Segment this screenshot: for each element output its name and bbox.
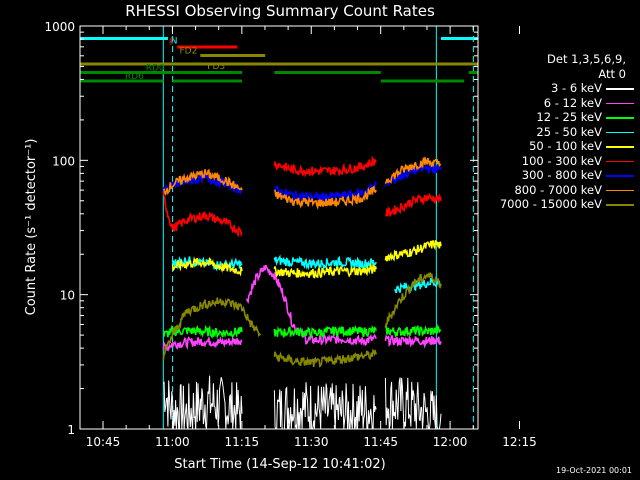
legend-swatch xyxy=(606,146,634,148)
legend-entry-2: 12 - 25 keV xyxy=(478,110,636,125)
legend-entry-6: 300 - 800 keV xyxy=(478,168,636,183)
flag-label-rd0: RD0 xyxy=(146,64,165,74)
generation-date: 19-Oct-2021 00:01 xyxy=(556,466,632,475)
y-axis-label: Count Rate (s⁻¹ detector⁻¹) xyxy=(24,139,39,316)
legend-label: 6 - 12 keV xyxy=(543,95,602,110)
series-line-5-1 xyxy=(273,155,377,178)
series-8 xyxy=(162,272,442,368)
legend-label: 12 - 25 keV xyxy=(536,110,602,124)
legend-label: 7000 - 15000 keV xyxy=(499,197,602,211)
legend: Det 1,3,5,6,9, Att 0 3 - 6 keV 6 - 12 keV… xyxy=(478,52,636,212)
flag-label-fd3: FD3 xyxy=(207,62,225,72)
legend-label: 100 - 300 keV xyxy=(521,153,602,168)
chart-title: RHESSI Observing Summary Count Rates xyxy=(125,2,435,20)
x-axis-label: Start Time (14-Sep-12 10:41:02) xyxy=(174,457,385,472)
series-line-2-1 xyxy=(273,324,377,340)
legend-entry-3: 25 - 50 keV xyxy=(478,125,636,140)
series-5 xyxy=(162,155,442,238)
legend-entry-0: 3 - 6 keV xyxy=(478,81,636,96)
series-line-2-2 xyxy=(385,323,442,339)
x-tick-label-3: 11:30 xyxy=(294,435,329,449)
axis-ticks: 10:45 11:00 11:15 11:30 11:45 12:00 12:15 1 10 10… xyxy=(44,20,536,449)
flag-label-n: N xyxy=(171,37,178,47)
series-line-7-2 xyxy=(384,156,442,185)
legend-header-detectors: Det 1,3,5,6,9, xyxy=(547,52,626,66)
flag-label-f: F xyxy=(169,38,174,48)
legend-swatch xyxy=(606,204,634,206)
x-tick-label-1: 11:00 xyxy=(155,435,190,449)
legend-swatch xyxy=(606,88,634,90)
series-4 xyxy=(171,240,442,279)
legend-swatch xyxy=(606,175,634,177)
legend-label: 3 - 6 keV xyxy=(551,81,602,95)
x-tick-label-2: 11:15 xyxy=(225,435,260,449)
legend-header-attenuator: Att 0 xyxy=(598,66,626,81)
series-line-5-2 xyxy=(385,192,442,218)
legend-entry-5: 100 - 300 keV xyxy=(478,154,636,169)
series-line-4-1 xyxy=(273,262,377,279)
series-line-8-1 xyxy=(273,348,377,368)
y-tick-label-0: 1 xyxy=(67,423,75,437)
series-line-8-0 xyxy=(162,297,262,361)
series-line-8-2 xyxy=(384,272,442,328)
legend-swatch xyxy=(606,102,634,104)
legend-entry-1: 6 - 12 keV xyxy=(478,96,636,111)
series-line-1-0 xyxy=(162,335,243,352)
series-line-5-0 xyxy=(162,190,243,238)
legend-label: 300 - 800 keV xyxy=(521,168,602,182)
x-tick-label-6: 12:15 xyxy=(502,435,537,449)
legend-swatch xyxy=(606,131,634,133)
flag-label-fd2: FD2 xyxy=(180,47,198,57)
x-tick-label-5: 12:00 xyxy=(433,435,468,449)
series-line-1-2 xyxy=(384,334,442,349)
series-line-7-1 xyxy=(273,185,377,211)
y-tick-label-2: 100 xyxy=(52,154,75,168)
series-line-4-2 xyxy=(384,240,442,262)
flag-label-rd6: RD6 xyxy=(125,72,144,82)
series-line-7-0 xyxy=(162,168,243,196)
legend-swatch xyxy=(606,160,634,162)
legend-label: 50 - 100 keV xyxy=(529,139,602,153)
legend-swatch xyxy=(606,117,634,119)
series-7 xyxy=(162,156,442,211)
legend-entry-4: 50 - 100 keV xyxy=(478,139,636,154)
series-2 xyxy=(162,323,442,340)
series-line-2-0 xyxy=(162,324,243,340)
series-line-0-2 xyxy=(384,377,442,430)
legend-entry-7: 800 - 7000 keV xyxy=(478,183,636,198)
legend-label: 800 - 7000 keV xyxy=(514,182,602,197)
legend-label: 25 - 50 keV xyxy=(536,124,602,139)
plot-frame xyxy=(79,25,479,430)
y-tick-label-3: 1000 xyxy=(44,20,75,34)
series-line-4-0 xyxy=(171,256,243,277)
legend-entry-8: 7000 - 15000 keV xyxy=(478,197,636,212)
legend-swatch xyxy=(606,189,634,191)
x-tick-label-0: 10:45 xyxy=(86,435,121,449)
y-tick-label-1: 10 xyxy=(60,289,75,303)
x-tick-label-4: 11:45 xyxy=(363,435,398,449)
